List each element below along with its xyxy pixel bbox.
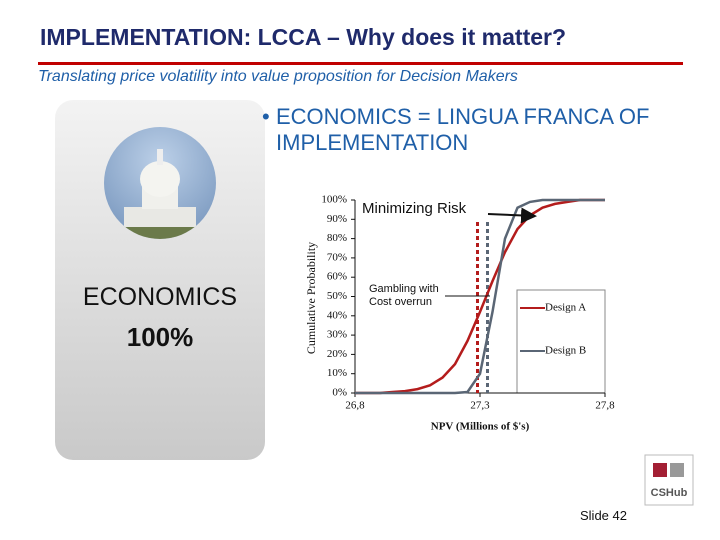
series-line	[355, 198, 605, 395]
panel-value: 100%	[126, 322, 194, 352]
logo: CSHub	[644, 454, 694, 506]
logo-text: CSHub	[651, 487, 688, 499]
annotation-arrow	[487, 207, 537, 224]
legend-label: Design A	[545, 302, 586, 314]
title-rule	[38, 62, 683, 65]
x-axis-label: NPV (Millions of $'s)	[431, 421, 530, 433]
y-tick-label: 0%	[332, 387, 347, 399]
slide-subtitle: Translating price volatility into value …	[38, 68, 518, 85]
annotation: Minimizing Risk	[362, 200, 467, 217]
annotation-box	[358, 198, 490, 220]
y-tick-label: 100%	[321, 194, 347, 206]
panel-label: ECONOMICS	[82, 283, 238, 311]
bullet-text: ECONOMICS = LINGUA FRANCA OF IMPLEMENTAT…	[276, 104, 650, 155]
logo-block	[670, 463, 684, 477]
y-tick-label: 90%	[327, 213, 347, 225]
y-tick-label: 20%	[327, 348, 347, 360]
x-tick-label: 27,3	[470, 400, 490, 412]
x-tick-label: 26,8	[345, 400, 365, 412]
dome	[140, 161, 180, 197]
y-tick-label: 70%	[327, 251, 347, 263]
annotation: Gambling with Cost overrun	[369, 283, 439, 308]
bullet: • ECONOMICS = LINGUA FRANCA OF IMPLEMENTA…	[262, 104, 650, 155]
y-tick-label: 10%	[327, 367, 347, 379]
y-tick-label: 40%	[327, 309, 347, 321]
y-tick-label: 30%	[327, 329, 347, 341]
y-tick-label: 60%	[327, 271, 347, 283]
y-tick-label: 80%	[327, 232, 347, 244]
series-line	[355, 198, 605, 395]
annotation-line: Gambling with	[369, 283, 439, 295]
lantern	[157, 149, 163, 165]
annotation-line: Cost overrun	[369, 296, 432, 308]
logo-block	[653, 463, 667, 477]
x-tick-label: 27,8	[595, 400, 615, 412]
y-axis-label: Cumulative Probability	[304, 242, 318, 354]
slide-number: Slide 42	[580, 508, 627, 523]
legend-label: Design B	[545, 345, 586, 357]
y-tick-label: 50%	[327, 290, 347, 302]
slide-title: IMPLEMENTATION: LCCA – Why does it matte…	[40, 24, 567, 50]
